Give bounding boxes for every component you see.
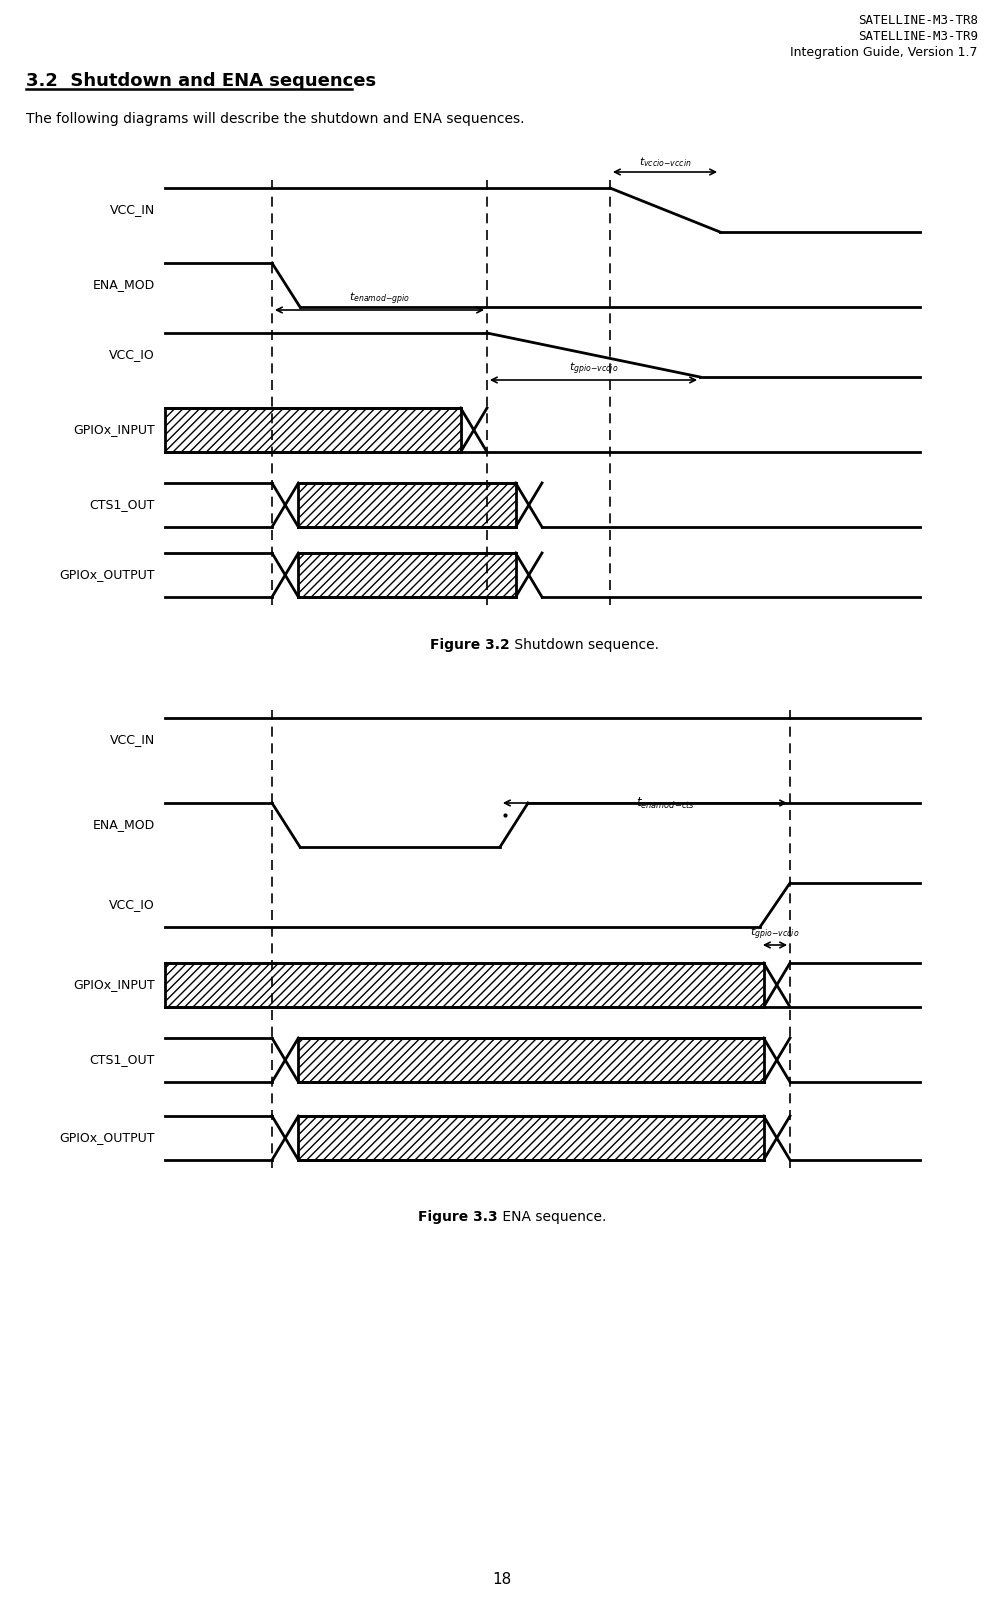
Text: The following diagrams will describe the shutdown and ENA sequences.: The following diagrams will describe the…: [26, 111, 524, 126]
Text: VCC_IO: VCC_IO: [109, 348, 155, 361]
Text: SATELLINE-M3-TR9: SATELLINE-M3-TR9: [857, 31, 977, 44]
Text: Shutdown sequence.: Shutdown sequence.: [509, 638, 658, 651]
Text: Figure 3.2: Figure 3.2: [430, 638, 509, 651]
Text: VCC_IO: VCC_IO: [109, 898, 155, 911]
Text: $t_{gpio\mathsf{-}vccio}$: $t_{gpio\mathsf{-}vccio}$: [568, 361, 617, 377]
Text: Integration Guide, Version 1.7: Integration Guide, Version 1.7: [790, 47, 977, 60]
Text: SATELLINE-M3-TR8: SATELLINE-M3-TR8: [857, 15, 977, 27]
Text: ENA_MOD: ENA_MOD: [92, 819, 155, 832]
Text: 3.2  Shutdown and ENA sequences: 3.2 Shutdown and ENA sequences: [26, 73, 376, 90]
Text: $t_{enamod\mathsf{-}gpio}$: $t_{enamod\mathsf{-}gpio}$: [349, 290, 410, 306]
Text: ENA_MOD: ENA_MOD: [92, 279, 155, 292]
Text: ENA sequence.: ENA sequence.: [498, 1211, 606, 1224]
Text: $t_{vccio\mathsf{-}vccin}$: $t_{vccio\mathsf{-}vccin}$: [638, 155, 690, 169]
Text: VCC_IN: VCC_IN: [109, 203, 155, 216]
Text: Figure 3.3: Figure 3.3: [418, 1211, 497, 1224]
Text: VCC_IN: VCC_IN: [109, 733, 155, 746]
Text: CTS1_OUT: CTS1_OUT: [89, 498, 155, 511]
Text: $t_{enamod\mathsf{-}cts}$: $t_{enamod\mathsf{-}cts}$: [635, 795, 693, 811]
Text: $t_{gpio\mathsf{-}vccio}$: $t_{gpio\mathsf{-}vccio}$: [749, 925, 799, 941]
Text: 18: 18: [492, 1572, 511, 1588]
Text: CTS1_OUT: CTS1_OUT: [89, 1054, 155, 1067]
Text: GPIOx_OUTPUT: GPIOx_OUTPUT: [59, 569, 155, 582]
Text: GPIOx_INPUT: GPIOx_INPUT: [73, 424, 155, 437]
Text: GPIOx_OUTPUT: GPIOx_OUTPUT: [59, 1132, 155, 1145]
Text: GPIOx_INPUT: GPIOx_INPUT: [73, 978, 155, 991]
